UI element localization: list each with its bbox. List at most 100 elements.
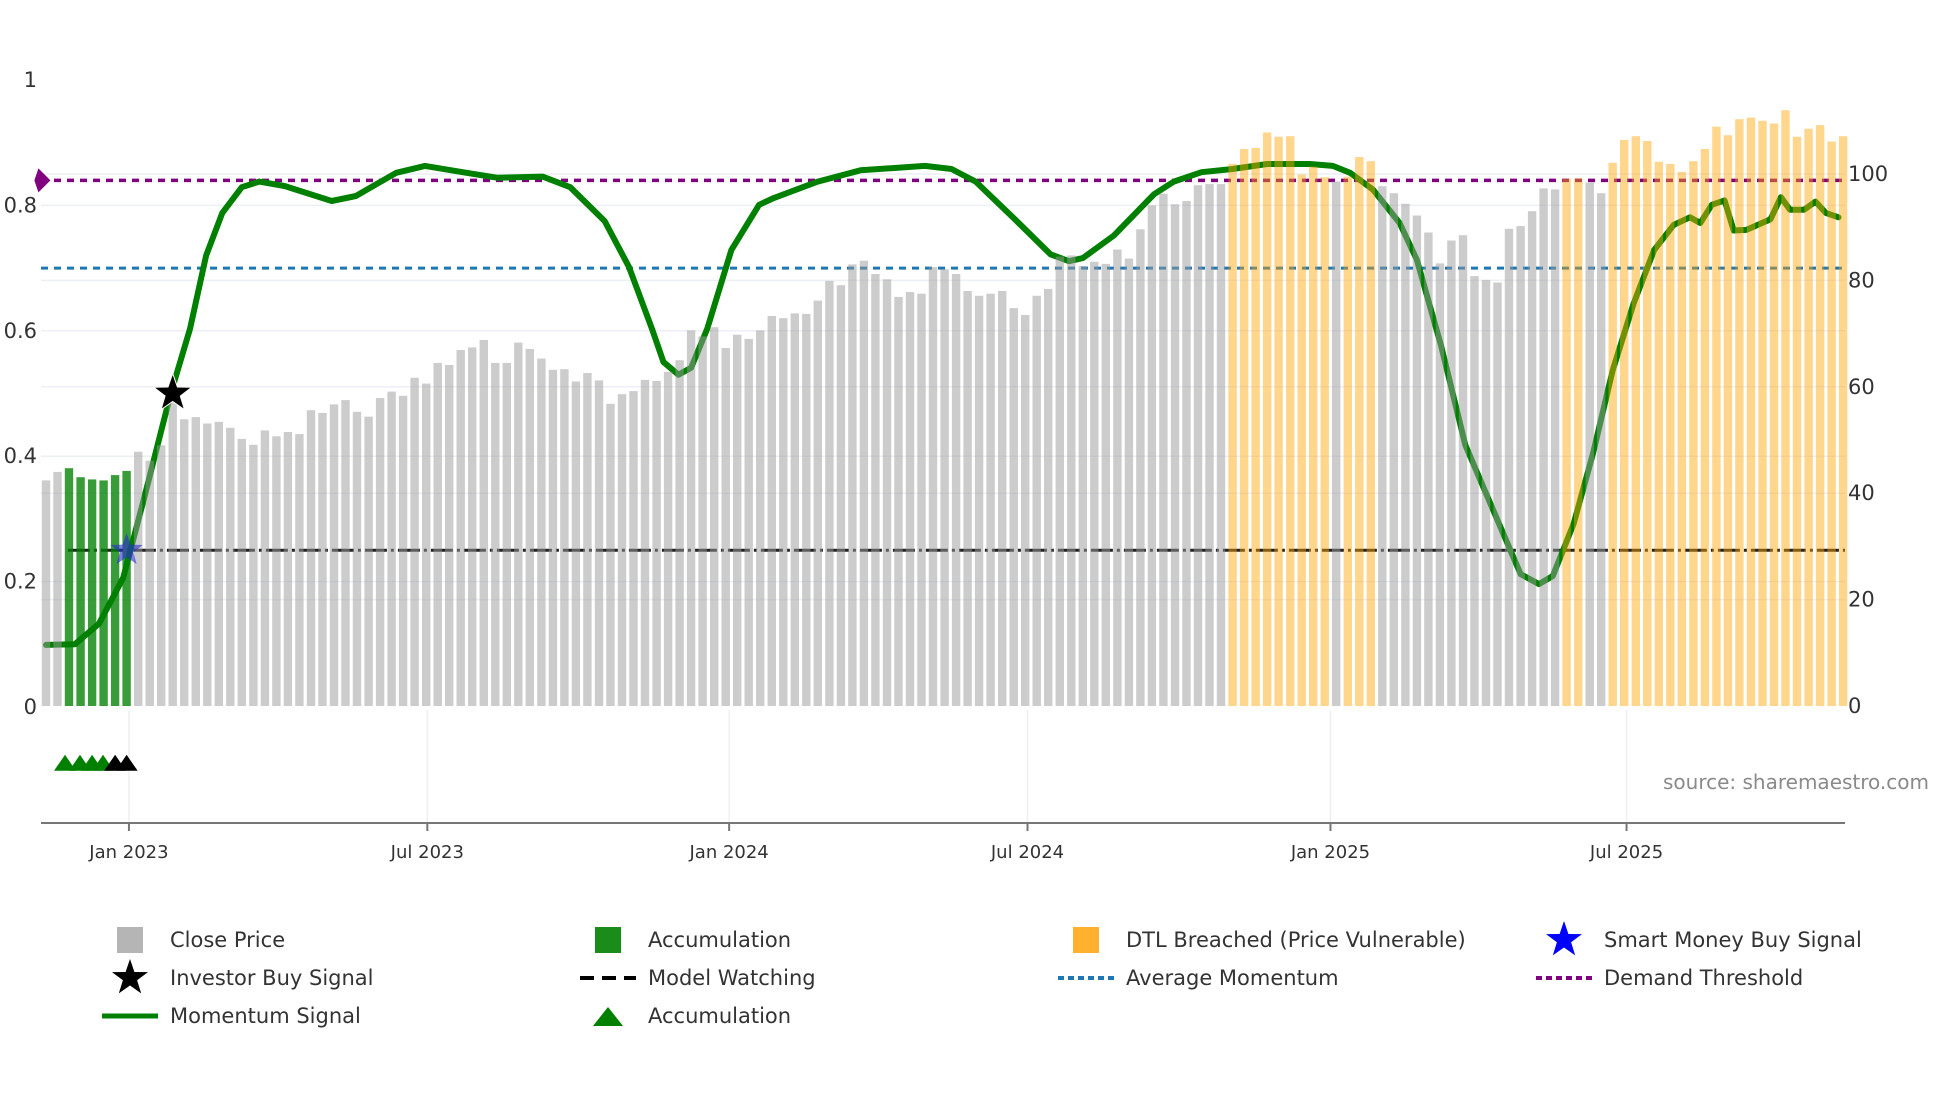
close-price-bar xyxy=(191,417,200,706)
close-price-bar xyxy=(1205,184,1214,707)
left-axis-label: 0.8 xyxy=(4,193,37,217)
dtl-breached-bar xyxy=(1815,125,1825,707)
x-tick-label: Jan 2024 xyxy=(688,842,768,863)
close-price-bar xyxy=(1504,228,1514,707)
close-price-bar xyxy=(1539,188,1548,706)
x-tick-label: Jan 2023 xyxy=(88,842,168,863)
close-price-bar xyxy=(617,394,627,706)
dtl-breached-bar xyxy=(1309,166,1318,707)
close-price-bar xyxy=(1067,255,1076,706)
dtl-breached-bar xyxy=(1792,136,1802,707)
legend-label: DTL Breached (Price Vulnerable) xyxy=(1126,928,1466,952)
investor-buy-star xyxy=(152,371,194,411)
close-price-bar xyxy=(1055,256,1064,706)
close-price-bar xyxy=(1550,189,1560,706)
reference-lines xyxy=(41,178,1845,552)
solid-line-icon xyxy=(100,998,160,1034)
dtl-breached-bar xyxy=(1631,136,1640,706)
dtl-breached-bar xyxy=(1262,132,1272,706)
close-price-bar xyxy=(721,348,730,706)
close-price-bar xyxy=(905,292,915,706)
close-price-bar xyxy=(375,398,385,706)
demand-threshold-diamond xyxy=(34,168,51,193)
close-price-bar xyxy=(249,444,258,706)
close-price-bar xyxy=(1585,182,1594,706)
close-price-bar xyxy=(848,264,857,706)
source-credit: source: sharemaestro.com xyxy=(1663,770,1929,794)
legend-label: Accumulation xyxy=(648,928,792,952)
accumulation-bar xyxy=(110,475,120,706)
momentum-signal-line xyxy=(43,161,1842,648)
close-price-bar xyxy=(594,380,604,706)
close-price-bar xyxy=(733,334,742,706)
close-price-bar xyxy=(1389,193,1398,706)
accumulation-triangle xyxy=(54,754,77,771)
legend-label: Average Momentum xyxy=(1126,966,1339,990)
close-price-bar xyxy=(1447,240,1456,706)
close-price-bar xyxy=(422,383,431,706)
green-square-icon xyxy=(578,922,638,958)
orange-square-icon xyxy=(1056,922,1116,958)
close-price-bar xyxy=(640,379,650,706)
close-price-bar xyxy=(1378,186,1387,706)
dtl-breached-bar xyxy=(1343,176,1352,706)
right-axis-label: 100 xyxy=(1848,162,1888,186)
close-price-bar xyxy=(825,280,834,706)
dtl-breached-bar xyxy=(1366,161,1375,706)
green-triangle-icon xyxy=(578,998,638,1034)
dtl-breached-bar xyxy=(1735,119,1744,706)
close-price-bar xyxy=(1032,295,1041,706)
close-price-bar xyxy=(951,274,961,706)
close-price-bar xyxy=(1516,226,1525,706)
close-price-bar xyxy=(157,445,166,706)
close-price-bar xyxy=(940,269,949,706)
close-price-bar xyxy=(445,365,454,706)
close-price-bar xyxy=(1124,258,1134,706)
dtl-breached-bar xyxy=(1746,117,1756,707)
dtl-breached-bar xyxy=(1286,136,1295,706)
legend-label: Investor Buy Signal xyxy=(170,966,374,990)
dtl-breached-bar xyxy=(1677,171,1686,706)
close-price-bar xyxy=(998,291,1007,706)
close-price-bar xyxy=(272,436,281,706)
right-axis-label: 60 xyxy=(1848,375,1875,399)
close-price-bar xyxy=(560,369,569,706)
close-price-bar xyxy=(1009,308,1018,706)
legend-label: Smart Money Buy Signal xyxy=(1604,928,1862,952)
close-price-bar xyxy=(1182,201,1191,706)
close-price-bar xyxy=(710,327,719,706)
dtl-breached-bar xyxy=(1712,126,1721,706)
close-price-bar xyxy=(917,293,926,706)
accumulation-bar xyxy=(122,470,131,706)
close-price-bar xyxy=(1527,211,1537,706)
close-price-bar xyxy=(295,434,304,706)
legend-label: Demand Threshold xyxy=(1604,966,1804,990)
close-price-bar xyxy=(686,330,696,706)
close-price-bar xyxy=(134,451,143,706)
close-price-bar xyxy=(1216,184,1226,707)
close-price-bar xyxy=(974,295,984,706)
dotted-line-icon xyxy=(1534,960,1594,996)
close-price-bar xyxy=(306,410,316,706)
dotted-line-icon xyxy=(1056,960,1116,996)
dashed-line-icon xyxy=(578,960,638,996)
dtl-breached-bar xyxy=(1620,140,1629,706)
left-axis-label: 0.4 xyxy=(4,444,37,468)
dtl-breached-bar xyxy=(1608,162,1617,707)
close-price-bar xyxy=(468,347,477,706)
close-price-bar xyxy=(168,399,177,706)
close-price-bar xyxy=(237,438,246,706)
close-price-bar xyxy=(226,427,235,706)
close-price-bar xyxy=(53,471,62,706)
close-price-bar xyxy=(1435,263,1445,706)
dtl-breached-bar xyxy=(1355,157,1364,706)
close-price-bar xyxy=(894,296,903,706)
close-price-bar xyxy=(352,411,362,706)
close-price-bar xyxy=(525,349,534,706)
close-price-bar xyxy=(341,400,350,706)
x-tick-label: Jul 2023 xyxy=(390,842,464,863)
dtl-breached-bar xyxy=(1666,163,1675,706)
close-price-bar xyxy=(1147,205,1157,706)
close-price-bar xyxy=(675,360,684,706)
close-price-bar xyxy=(433,362,442,706)
